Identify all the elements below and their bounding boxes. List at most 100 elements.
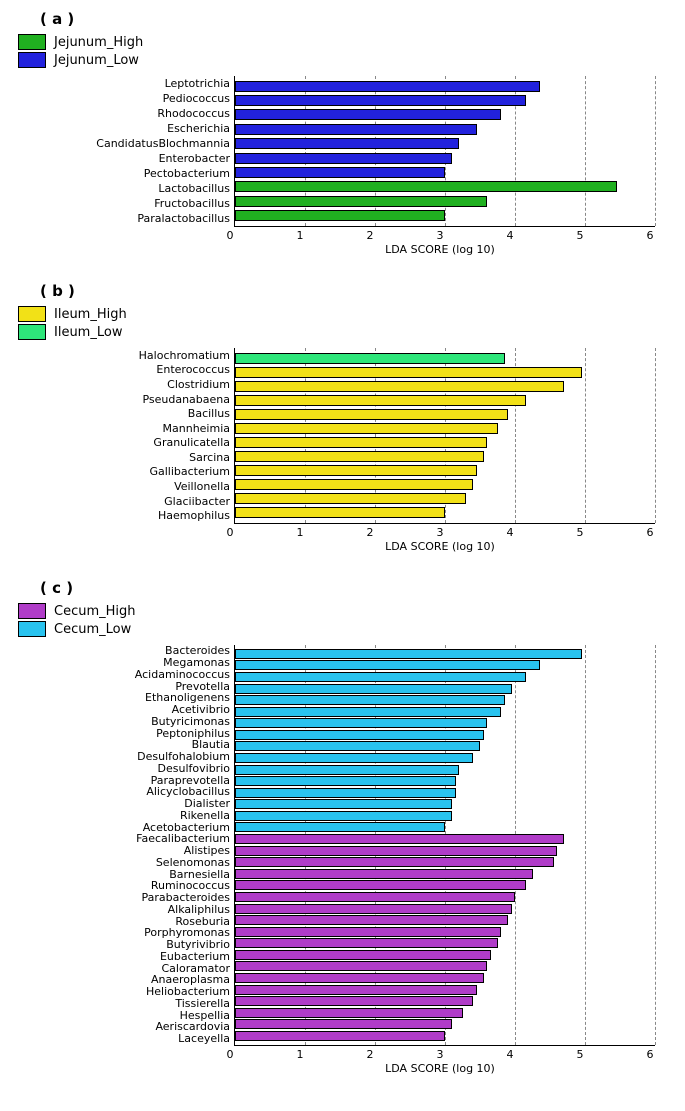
gridline	[655, 348, 656, 523]
y-axis-label: Butyrivibrio	[20, 939, 230, 950]
bar	[235, 353, 505, 364]
bar	[235, 892, 515, 902]
gridline	[655, 76, 656, 226]
y-axis-label: Peptoniphilus	[20, 728, 230, 739]
y-axis-label: Megamonas	[20, 657, 230, 668]
legend-swatch	[18, 52, 46, 68]
bar	[235, 938, 498, 948]
bar	[235, 684, 512, 694]
y-axis-label: Bacillus	[20, 408, 230, 419]
y-axis-label: Parabacteroides	[20, 892, 230, 903]
bar	[235, 381, 564, 392]
bar	[235, 507, 445, 518]
bar	[235, 695, 505, 705]
x-tick-label: 2	[367, 229, 374, 242]
y-axis-label: Acetivibrio	[20, 704, 230, 715]
y-axis-label: Blautia	[20, 739, 230, 750]
legend-swatch	[18, 603, 46, 619]
panel-c: ( c )Cecum_HighCecum_LowBacteroidesMegam…	[10, 579, 675, 1076]
bar	[235, 996, 473, 1006]
y-axis-label: Enterococcus	[20, 364, 230, 375]
legend-label: Ileum_High	[54, 307, 127, 322]
y-axis-labels: BacteroidesMegamonasAcidaminococcusPrevo…	[20, 645, 234, 1045]
bar	[235, 973, 484, 983]
bar	[235, 1019, 452, 1029]
x-tick-label: 6	[647, 1048, 654, 1061]
x-tick-label: 2	[367, 526, 374, 539]
bar	[235, 109, 501, 120]
y-axis-label: Sarcina	[20, 452, 230, 463]
panel-a: ( a )Jejunum_HighJejunum_LowLeptotrichia…	[10, 10, 675, 257]
x-tick-label: 4	[507, 526, 514, 539]
y-axis-labels: LeptotrichiaPediococcusRhodococcusEscher…	[20, 76, 234, 226]
x-axis-label: LDA SCORE (log 10)	[385, 243, 495, 256]
bar	[235, 465, 477, 476]
bar	[235, 493, 466, 504]
y-axis-label: Rikenella	[20, 810, 230, 821]
bar	[235, 367, 582, 378]
plot-area	[234, 645, 655, 1046]
legend-swatch	[18, 324, 46, 340]
bar	[235, 915, 508, 925]
panel-label: ( a )	[40, 10, 675, 28]
gridline	[655, 645, 656, 1045]
plot-area	[234, 76, 655, 227]
y-axis-label: Laceyella	[20, 1033, 230, 1044]
legend-item: Ileum_Low	[18, 324, 675, 340]
legend-item: Ileum_High	[18, 306, 675, 322]
x-tick-label: 4	[507, 229, 514, 242]
bar	[235, 776, 456, 786]
bar	[235, 846, 557, 856]
y-axis-label: Haemophilus	[20, 510, 230, 521]
panel-label: ( b )	[40, 282, 675, 300]
y-axis-label: Selenomonas	[20, 857, 230, 868]
bar	[235, 196, 487, 207]
y-axis-label: Rhodococcus	[20, 108, 230, 119]
bar	[235, 927, 501, 937]
legend-swatch	[18, 306, 46, 322]
legend-item: Cecum_High	[18, 603, 675, 619]
bar	[235, 423, 498, 434]
bar	[235, 138, 459, 149]
bar	[235, 799, 452, 809]
y-axis-label: Clostridium	[20, 379, 230, 390]
bar	[235, 950, 491, 960]
bar	[235, 167, 445, 178]
x-tick-label: 2	[367, 1048, 374, 1061]
bar	[235, 985, 477, 995]
bar	[235, 451, 484, 462]
chart: LeptotrichiaPediococcusRhodococcusEscher…	[20, 76, 675, 257]
y-axis-label: Roseburia	[20, 916, 230, 927]
legend-item: Jejunum_High	[18, 34, 675, 50]
x-tick-label: 5	[577, 1048, 584, 1061]
y-axis-label: Eubacterium	[20, 951, 230, 962]
bar	[235, 181, 617, 192]
y-axis-label: Aeriscardovia	[20, 1021, 230, 1032]
bar	[235, 153, 452, 164]
legend-label: Cecum_High	[54, 604, 136, 619]
bar	[235, 1031, 445, 1041]
y-axis-label: Pseudanabaena	[20, 394, 230, 405]
y-axis-label: Barnesiella	[20, 869, 230, 880]
y-axis-label: Leptotrichia	[20, 78, 230, 89]
bar	[235, 210, 445, 221]
bar	[235, 765, 459, 775]
y-axis-label: Mannheimia	[20, 423, 230, 434]
y-axis-label: Enterobacter	[20, 153, 230, 164]
bar	[235, 904, 512, 914]
bars	[235, 348, 655, 523]
bar	[235, 961, 487, 971]
bar	[235, 660, 540, 670]
bar	[235, 672, 526, 682]
bar	[235, 834, 564, 844]
bar	[235, 707, 501, 717]
y-axis-label: Desulfohalobium	[20, 751, 230, 762]
y-axis-label: CandidatusBlochmannia	[20, 138, 230, 149]
bar	[235, 81, 540, 92]
x-tick-label: 0	[227, 229, 234, 242]
x-tick-label: 3	[437, 1048, 444, 1061]
x-tick-label: 0	[227, 1048, 234, 1061]
bar	[235, 718, 487, 728]
bar	[235, 822, 445, 832]
legend-swatch	[18, 621, 46, 637]
